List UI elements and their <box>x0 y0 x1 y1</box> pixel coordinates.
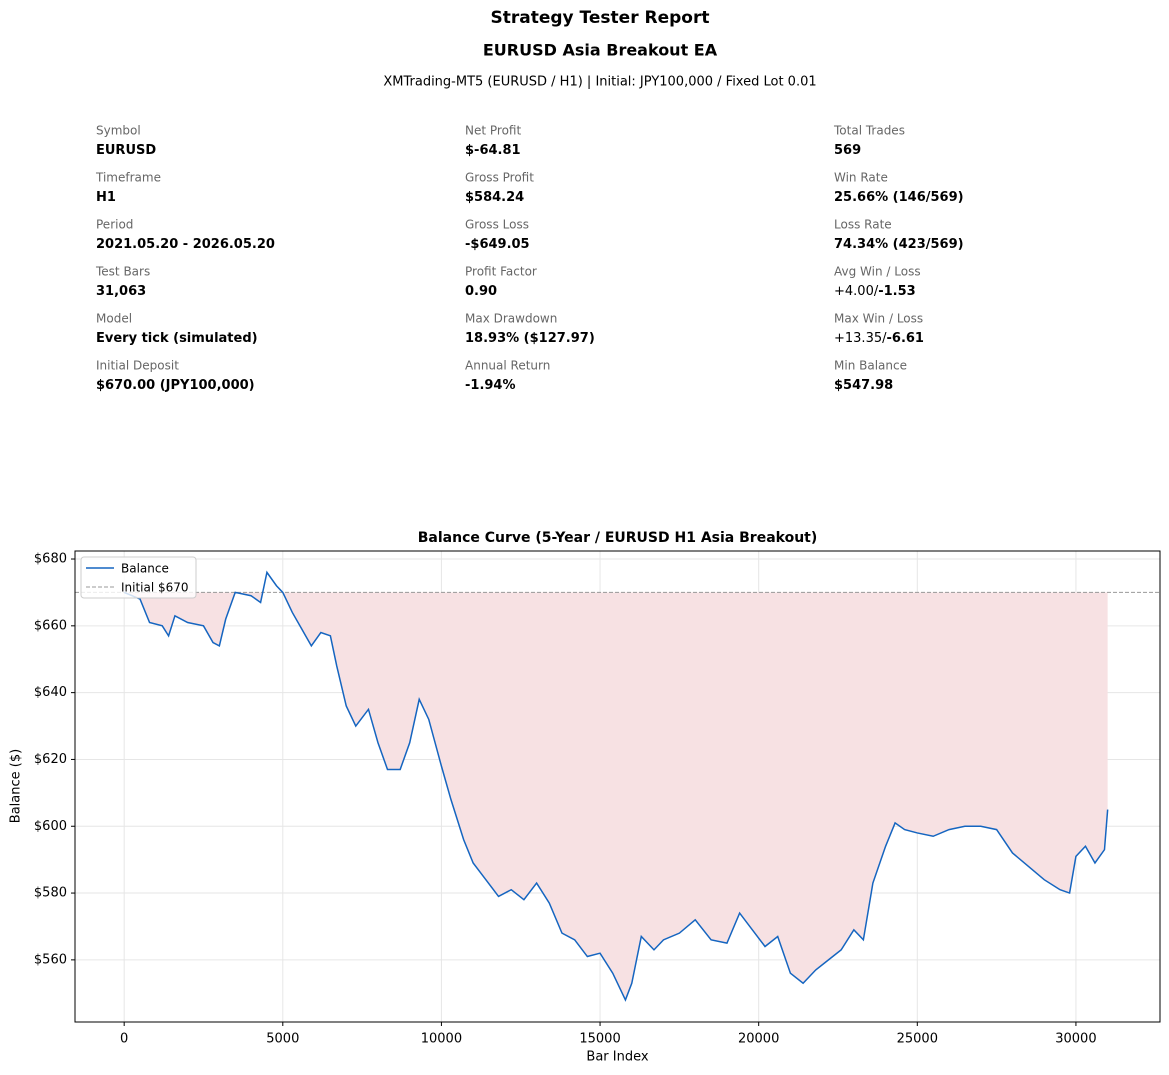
stat-value-bold: -1.94% <box>465 378 516 393</box>
stat-value-bold: $584.24 <box>465 190 524 205</box>
stat-label: Initial Deposit <box>96 359 179 373</box>
stat-label: Profit Factor <box>465 265 537 279</box>
stat-value: H1 <box>96 190 116 205</box>
stat-value: 74.34% (423/569) <box>834 237 964 252</box>
x-tick-label: 25000 <box>897 1032 938 1047</box>
stat-label: Period <box>96 218 133 232</box>
stat-value-bold: 2021.05.20 - 2026.05.20 <box>96 237 275 252</box>
stat-value-bold: $670.00 (JPY100,000) <box>96 378 255 393</box>
stat-value-bold: 18.93% ($127.97) <box>465 331 595 346</box>
stat-value-bold: -1.53 <box>878 284 915 299</box>
stat-value: 18.93% ($127.97) <box>465 331 595 346</box>
x-tick-label: 30000 <box>1055 1032 1096 1047</box>
stat-value: 569 <box>834 143 861 158</box>
stats: Symbol EURUSD Timeframe H1 Period 2021.05.20 … <box>95 124 964 393</box>
y-tick-label: $600 <box>34 819 67 834</box>
stat-value: 0.90 <box>465 284 497 299</box>
report-subtitle: EURUSD Asia Breakout EA <box>483 41 718 60</box>
stat-label: Max Win / Loss <box>834 312 923 326</box>
stat-value: +4.00/-1.53 <box>834 284 916 299</box>
x-tick-label: 5000 <box>266 1032 299 1047</box>
stat-value: $584.24 <box>465 190 524 205</box>
report-title: Strategy Tester Report <box>491 8 710 28</box>
x-tick-label: 0 <box>120 1032 128 1047</box>
stat-value: 2021.05.20 - 2026.05.20 <box>96 237 275 252</box>
y-tick-label: $660 <box>34 618 67 633</box>
stat-label: Min Balance <box>834 359 907 373</box>
stat-label: Gross Profit <box>465 171 534 185</box>
plot-frame <box>74 550 1161 1023</box>
stat-value-bold: H1 <box>96 190 116 205</box>
y-tick-label: $620 <box>34 752 67 767</box>
stat-label: Win Rate <box>834 171 888 185</box>
stat-value-bold: Every tick (simulated) <box>96 331 258 346</box>
legend-label: Initial $670 <box>121 581 189 595</box>
stat-value: 31,063 <box>96 284 146 299</box>
stat-label: Gross Loss <box>465 218 529 232</box>
stat-value: 25.66% (146/569) <box>834 190 964 205</box>
stat-value-plain: +13.35/ <box>834 331 887 346</box>
stat-value: -$649.05 <box>465 237 530 252</box>
stat-value-bold: 74.34% (423/569) <box>834 237 964 252</box>
stat-label: Timeframe <box>95 171 161 185</box>
x-axis-label: Bar Index <box>586 1050 648 1065</box>
stat-value: -1.94% <box>465 378 516 393</box>
drawdown-area <box>124 592 1108 1000</box>
stat-label: Avg Win / Loss <box>834 265 921 279</box>
chart-title: Balance Curve (5-Year / EURUSD H1 Asia B… <box>418 530 818 546</box>
y-tick-label: $680 <box>34 552 67 567</box>
stat-value-bold: $-64.81 <box>465 143 521 158</box>
stat-label: Model <box>96 312 132 326</box>
stat-value-bold: -$649.05 <box>465 237 530 252</box>
stat-label: Annual Return <box>465 359 550 373</box>
y-tick-label: $560 <box>34 952 67 967</box>
stat-value-bold: 31,063 <box>96 284 146 299</box>
stat-value: EURUSD <box>96 143 156 158</box>
stat-value-bold: EURUSD <box>96 143 156 158</box>
report-info: XMTrading-MT5 (EURUSD / H1) | Initial: J… <box>383 75 816 90</box>
stat-value-bold: 0.90 <box>465 284 497 299</box>
stat-value-bold: -6.61 <box>887 331 924 346</box>
stat-value-plain: +4.00/ <box>834 284 879 299</box>
balance-line <box>123 570 1109 1002</box>
stat-value: $-64.81 <box>465 143 521 158</box>
x-tick-label: 20000 <box>738 1032 779 1047</box>
stat-value: $547.98 <box>834 378 893 393</box>
x-tick-label: 10000 <box>421 1032 462 1047</box>
stat-label: Max Drawdown <box>465 312 557 326</box>
stat-label: Loss Rate <box>834 218 892 232</box>
y-tick-label: $580 <box>34 886 67 901</box>
stat-value-bold: 25.66% (146/569) <box>834 190 964 205</box>
stat-label: Total Trades <box>833 124 905 138</box>
x-tick-label: 15000 <box>579 1032 620 1047</box>
y-axis-label: Balance ($) <box>9 749 24 823</box>
stat-value: Every tick (simulated) <box>96 331 258 346</box>
stat-label: Net Profit <box>465 124 521 138</box>
stat-value-bold: $547.98 <box>834 378 893 393</box>
legend-label: Balance <box>121 562 169 576</box>
y-tick-label: $640 <box>34 685 67 700</box>
balance-chart: $560 $580 $600 $620 $640 $660 $680 0 5000 10000 15… <box>9 530 1161 1065</box>
stat-value: +13.35/-6.61 <box>834 331 924 346</box>
stat-value: $670.00 (JPY100,000) <box>96 378 255 393</box>
stat-label: Symbol <box>96 124 141 138</box>
stat-value-bold: 569 <box>834 143 861 158</box>
stat-label: Test Bars <box>95 265 150 279</box>
